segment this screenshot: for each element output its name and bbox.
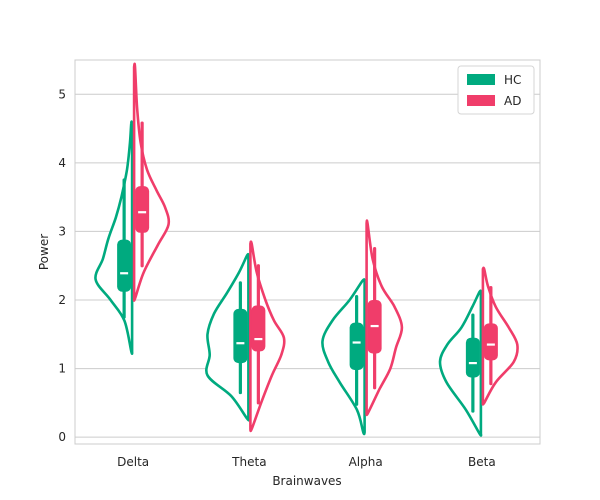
iqr-box [251,305,266,352]
y-tick-label-4: 4 [58,156,66,170]
x-tick-label-delta: Delta [117,455,149,469]
x-tick-label-theta: Theta [231,455,266,469]
y-tick-label-5: 5 [58,87,66,101]
violin-outline [438,289,483,437]
violin-ad-beta [481,266,519,406]
iqr-box [117,239,132,292]
legend-swatch-hc [467,74,495,85]
legend-entry-ad: AD [467,94,521,108]
violin-hc-delta [94,120,134,355]
y-axis-label: Power [37,234,51,270]
x-tick-label-beta: Beta [468,455,496,469]
y-tick-label-1: 1 [58,362,66,376]
iqr-box [349,322,364,370]
iqr-box [465,337,480,378]
plot-frame [74,59,541,445]
iqr-box [483,323,498,361]
y-tick-label-0: 0 [58,430,66,444]
violin-outline [205,252,251,422]
violin-outline [132,62,171,302]
legend-swatch-ad [467,95,495,106]
legend: HC AD [457,65,535,115]
legend-label-hc: HC [504,73,521,87]
violin-outline [321,278,366,436]
violin-ad-delta [132,62,171,302]
y-tick-label-2: 2 [58,293,66,307]
legend-entry-hc: HC [467,73,521,87]
violin-hc-alpha [321,278,366,436]
violin-ad-theta [249,240,286,433]
y-tick-labels: 0 1 2 3 4 5 [58,87,66,444]
iqr-box [233,308,248,364]
legend-box [457,65,535,115]
violin-hc-theta [205,252,251,422]
violin-hc-beta [438,289,483,437]
x-tick-labels: Delta Theta Alpha Beta [117,455,496,469]
violins [94,62,519,437]
violin-outline [94,120,134,355]
x-axis-label: Brainwaves [272,474,341,488]
iqr-box [135,186,150,233]
y-tick-label-3: 3 [58,224,66,238]
legend-label-ad: AD [504,94,521,108]
x-tick-label-alpha: Alpha [349,455,383,469]
violin-ad-alpha [365,219,404,417]
